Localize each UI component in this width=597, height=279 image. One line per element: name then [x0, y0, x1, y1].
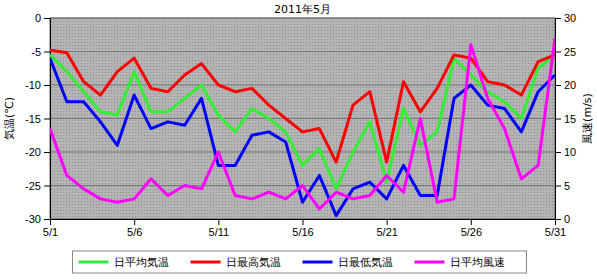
tick-label: 5/1: [43, 226, 58, 238]
tick: -30: [25, 213, 50, 225]
tick-mark: [555, 52, 561, 53]
legend-label: 日平均風速: [450, 256, 505, 269]
legend-label: 日最低気温: [338, 256, 393, 269]
x-axis: 5/1 5/6 5/11 5/16 5/21 5/26 5/31: [43, 219, 566, 238]
grid-line: [50, 152, 555, 153]
tick-mark: [387, 219, 388, 225]
grid-line: [50, 51, 555, 52]
legend-swatch: [79, 261, 109, 264]
series-line: [50, 38, 555, 209]
series-line: [50, 58, 555, 215]
tick-label: 15: [564, 113, 576, 125]
tick-label: 5/21: [376, 226, 397, 238]
y-axis: -30 -25 -20 -15 -10 -5 0: [25, 12, 50, 225]
tick: -25: [25, 180, 50, 192]
legend-swatch: [191, 261, 221, 264]
tick-mark: [555, 186, 561, 187]
legend-label: 日最高気温: [226, 256, 281, 269]
tick-label: 0: [35, 12, 41, 24]
tick-mark: [44, 219, 50, 220]
tick-mark: [44, 85, 50, 86]
tick: 5/21: [376, 219, 397, 238]
tick-label: 5/11: [209, 226, 230, 238]
tick-label: -10: [25, 79, 41, 91]
tick: -5: [31, 46, 50, 58]
tick: -15: [25, 113, 50, 125]
tick-mark: [303, 219, 304, 225]
tick: 20: [555, 79, 576, 91]
series-group: [50, 38, 555, 216]
tick-mark: [44, 186, 50, 187]
tick: 10: [555, 146, 576, 158]
legend-swatch: [303, 261, 333, 264]
tick-label: 0: [564, 213, 570, 225]
tick-mark: [218, 219, 219, 225]
tick-label: 30: [564, 12, 576, 24]
tick-label: 20: [564, 79, 576, 91]
tick-label: -5: [31, 46, 41, 58]
tick: 15: [555, 113, 576, 125]
legend-label: 日平均気温: [114, 256, 169, 269]
tick-mark: [555, 119, 561, 120]
tick: 0: [35, 12, 50, 24]
grid-line: [50, 18, 555, 19]
tick-label: -20: [25, 146, 41, 158]
plot-area: [50, 18, 555, 219]
tick-mark: [555, 18, 561, 19]
y-axis-title: 気温(℃): [3, 97, 16, 140]
tick-mark: [44, 52, 50, 53]
tick: 5/16: [292, 219, 313, 238]
tick-mark: [555, 152, 561, 153]
tick-label: 25: [564, 46, 576, 58]
tick-label: -15: [25, 113, 41, 125]
tick: -20: [25, 146, 50, 158]
chart: -30 -25 -20 -15 -10 -5 0 0 5 10 15 20 25 30 5/1 5/6 5/11…: [0, 0, 597, 279]
tick-mark: [555, 85, 561, 86]
tick: 5/1: [43, 219, 58, 238]
tick: -10: [25, 79, 50, 91]
y2-axis: 0 5 10 15 20 25 30: [555, 12, 576, 225]
title: 2011年5月: [274, 3, 331, 16]
tick: 25: [555, 46, 576, 58]
tick-mark: [44, 18, 50, 19]
tick-mark: [555, 219, 556, 225]
tick-mark: [44, 119, 50, 120]
tick: 5/11: [209, 219, 230, 238]
tick-mark: [471, 219, 472, 225]
y2-axis-title: 風速(m/s): [581, 93, 594, 144]
legend-box: [73, 251, 527, 273]
tick-label: 5/6: [127, 226, 142, 238]
tick-mark: [50, 219, 51, 225]
tick: 5/26: [461, 219, 482, 238]
tick: 5/31: [545, 219, 566, 238]
tick-mark: [44, 152, 50, 153]
tick-label: 5: [564, 180, 570, 192]
grid: [50, 18, 555, 219]
tick-label: 5/26: [461, 226, 482, 238]
tick: 5: [555, 180, 570, 192]
tick-label: -25: [25, 180, 41, 192]
legend-swatch: [415, 261, 445, 264]
tick-label: 5/16: [292, 226, 313, 238]
tick-label: 5/31: [545, 226, 566, 238]
tick: 30: [555, 12, 576, 24]
tick-label: -30: [25, 213, 41, 225]
tick-label: 10: [564, 146, 576, 158]
axis-line: [50, 19, 51, 220]
legend: 日平均気温 日最高気温 日最低気温 日平均風速: [73, 251, 527, 273]
tick: 5/6: [127, 219, 142, 238]
tick: 0: [555, 213, 570, 225]
tick-mark: [134, 219, 135, 225]
